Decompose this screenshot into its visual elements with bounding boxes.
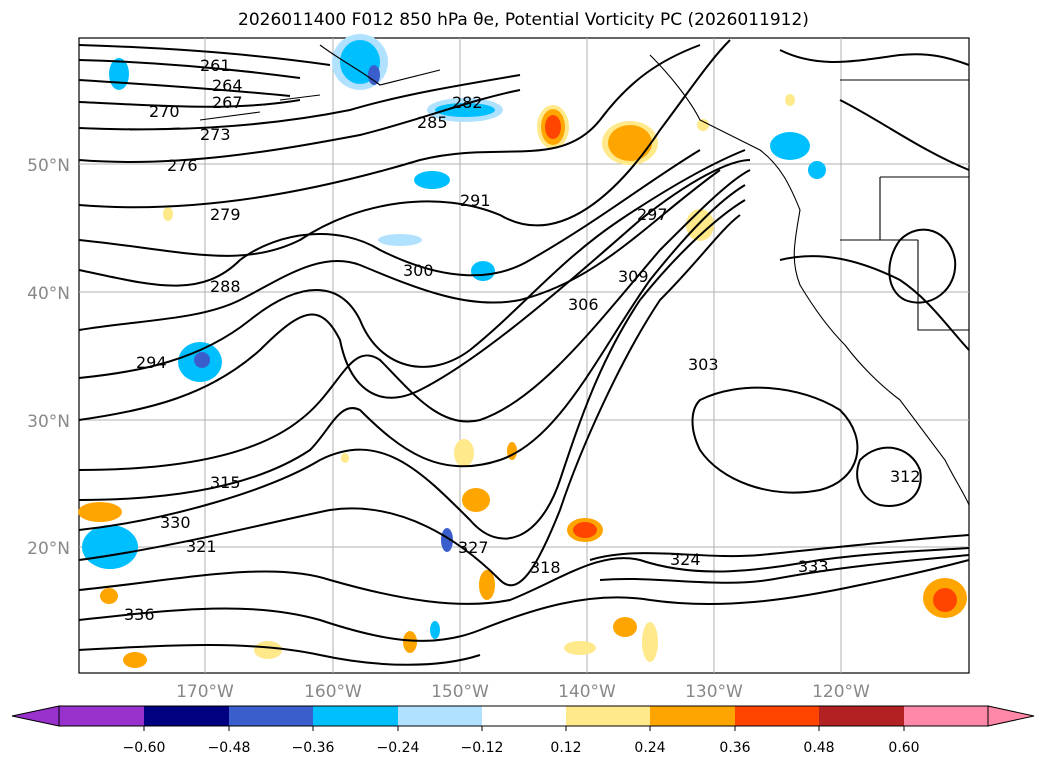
latitude-axis: 50°N 40°N 30°N 20°N	[27, 156, 70, 559]
contour-label: 318	[530, 558, 561, 577]
colorbar-swatch	[59, 706, 144, 726]
colorbar-tick-label: 0.60	[888, 740, 919, 756]
colorbar-swatch	[650, 706, 735, 726]
contour-label: 327	[458, 538, 489, 557]
colorbar-swatch	[482, 706, 566, 726]
lat-label-50: 50°N	[27, 156, 70, 176]
contour-label: 303	[688, 355, 719, 374]
colorbar-tick-label: −0.12	[461, 740, 504, 756]
colorbar-extend-max	[987, 705, 1035, 727]
colorbar-tick-label: −0.24	[377, 740, 420, 756]
map-title: 2026011400 F012 850 hPa θe, Potential Vo…	[238, 10, 809, 30]
contour-label: 336	[124, 605, 155, 624]
colorbar-tick-label: 0.12	[550, 740, 581, 756]
contour-label: 309	[618, 267, 649, 286]
lon-label-120w: 120°W	[812, 682, 870, 702]
theta-e-contours	[78, 39, 970, 666]
contour-label: 294	[136, 353, 167, 372]
contour-label: 270	[149, 102, 180, 121]
colorbar-swatch	[735, 706, 819, 726]
coastline	[129, 44, 970, 506]
contour-label: 273	[200, 125, 231, 144]
contour-label: 261	[200, 56, 231, 75]
colorbar-tick-label: 0.24	[634, 740, 665, 756]
colorbar-swatch	[313, 706, 398, 726]
contour-label: 288	[210, 277, 241, 296]
colorbar: −0.60 −0.48 −0.36 −0.24 −0.12 0.12 0.24 …	[11, 705, 1035, 756]
lon-label-160w: 160°W	[304, 682, 362, 702]
colorbar-tick-label: −0.36	[292, 740, 335, 756]
contour-label: 267	[212, 93, 243, 112]
colorbar-tick-label: 0.36	[719, 740, 750, 756]
colorbar-swatch	[398, 706, 482, 726]
pv-shading	[78, 34, 967, 668]
colorbar-outline	[58, 705, 989, 727]
colorbar-swatch	[229, 706, 313, 726]
colorbar-tick-label: 0.48	[803, 740, 834, 756]
colorbar-extend-min	[11, 705, 60, 727]
longitude-axis: 170°W 160°W 150°W 140°W 130°W 120°W	[176, 682, 870, 702]
contour-label: 330	[160, 513, 191, 532]
lon-label-150w: 150°W	[431, 682, 489, 702]
contour-label: 297	[637, 205, 668, 224]
lon-label-170w: 170°W	[176, 682, 234, 702]
colorbar-swatch	[904, 706, 988, 726]
contour-labels: 261 264 267 270 273 276 279 282 285 288 …	[124, 56, 921, 624]
contour-label: 291	[460, 191, 491, 210]
contour-label: 324	[670, 550, 701, 569]
lat-label-40: 40°N	[27, 284, 70, 304]
contour-label: 264	[212, 76, 243, 95]
contour-label: 276	[167, 156, 198, 175]
contour-label: 315	[210, 473, 241, 492]
colorbar-swatch	[144, 706, 229, 726]
lon-label-140w: 140°W	[558, 682, 616, 702]
colorbar-tick-label: −0.48	[208, 740, 251, 756]
contour-label: 282	[452, 93, 483, 112]
colorbar-swatch	[819, 706, 904, 726]
contour-label: 279	[210, 205, 241, 224]
contour-label: 306	[568, 295, 599, 314]
lon-label-130w: 130°W	[685, 682, 743, 702]
plot-frame	[78, 37, 970, 674]
contour-label: 300	[403, 261, 434, 280]
contour-label: 285	[417, 113, 448, 132]
colorbar-swatch	[566, 706, 650, 726]
lat-label-20: 20°N	[27, 539, 70, 559]
lat-label-30: 30°N	[27, 412, 70, 432]
contour-label: 333	[798, 557, 829, 576]
contour-label: 312	[890, 467, 921, 486]
colorbar-tick-label: −0.60	[123, 740, 166, 756]
contour-label: 321	[186, 537, 217, 556]
